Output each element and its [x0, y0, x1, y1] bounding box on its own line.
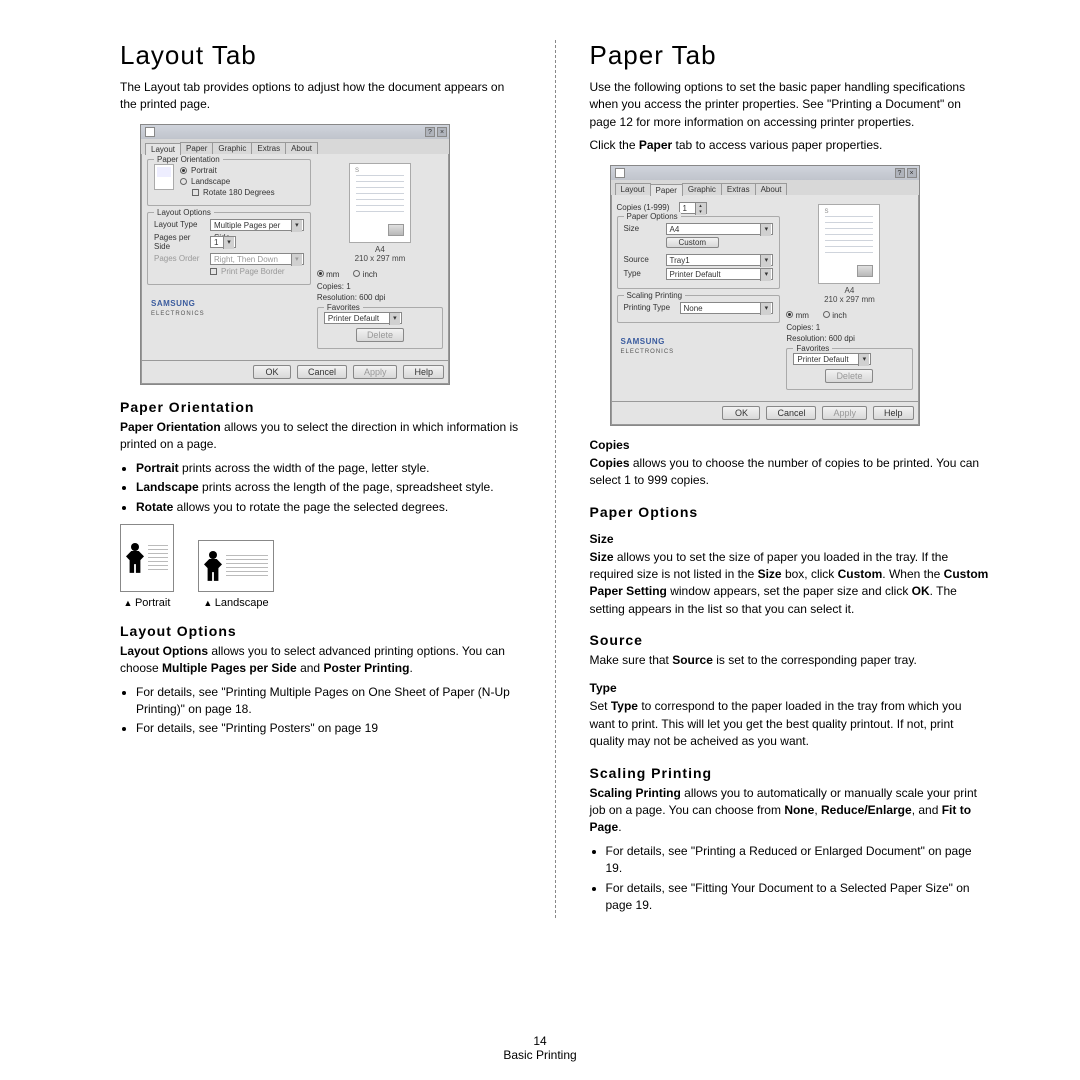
- close-icon[interactable]: ×: [907, 168, 917, 178]
- delete-button: Delete: [825, 369, 873, 383]
- portrait-preview: [120, 524, 174, 592]
- source-heading: Source: [590, 632, 991, 648]
- paper-tab-title: Paper Tab: [590, 40, 991, 71]
- dialog-doc-icon: [615, 168, 625, 178]
- scaling-detail-1: For details, see "Printing a Reduced or …: [606, 843, 991, 878]
- paper-intro: Use the following options to set the bas…: [590, 79, 991, 131]
- ok-button[interactable]: OK: [253, 365, 291, 379]
- right-column: Paper Tab Use the following options to s…: [590, 40, 991, 918]
- apply-button: Apply: [822, 406, 867, 420]
- favorites-select[interactable]: Printer Default: [324, 312, 402, 324]
- delete-button: Delete: [356, 328, 404, 342]
- tab-layout[interactable]: Layout: [615, 183, 651, 195]
- titlebar: ? ×: [611, 166, 919, 180]
- size-select[interactable]: A4: [666, 223, 774, 235]
- help-button[interactable]: Help: [403, 365, 444, 379]
- ok-button[interactable]: OK: [722, 406, 760, 420]
- dialog-doc-icon: [145, 127, 155, 137]
- type-heading: Type: [590, 681, 991, 695]
- help-button[interactable]: Help: [873, 406, 914, 420]
- orientation-portrait-bullet: Portrait prints across the width of the …: [136, 460, 521, 477]
- left-column: Layout Tab The Layout tab provides optio…: [120, 40, 521, 918]
- page-preview: S: [349, 163, 411, 243]
- size-heading: Size: [590, 532, 991, 546]
- paper-options-heading: Paper Options: [590, 504, 991, 520]
- layout-tab-title: Layout Tab: [120, 40, 521, 71]
- paper-orientation-group: Paper Orientation Portrait Landscape Rot…: [147, 159, 311, 206]
- paper-orientation-body: Paper Orientation Paper Orientation allo…: [120, 419, 521, 454]
- cancel-button[interactable]: Cancel: [297, 365, 347, 379]
- page-footer: 14 Basic Printing: [0, 1034, 1080, 1062]
- pages-per-side-select[interactable]: 1: [210, 236, 236, 248]
- landscape-preview: [198, 540, 274, 592]
- layout-detail-2: For details, see "Printing Posters" on p…: [136, 720, 521, 737]
- tab-strip: Layout Paper Graphic Extras About: [141, 139, 449, 154]
- orientation-rotate-bullet: Rotate allows you to rotate the page the…: [136, 499, 521, 516]
- tab-graphic[interactable]: Graphic: [212, 142, 252, 154]
- person-icon: [126, 543, 144, 573]
- layout-options-body: Layout Options allows you to select adva…: [120, 643, 521, 678]
- orientation-landscape-bullet: Landscape prints across the length of th…: [136, 479, 521, 496]
- layout-options-heading: Layout Options: [120, 623, 521, 639]
- print-border-checkbox: [210, 268, 217, 275]
- orientation-previews: Portrait Landscape: [120, 524, 521, 609]
- page-preview: S: [818, 204, 880, 284]
- paper-options-group: Paper Options SizeA4 Custom SourceTray1 …: [617, 216, 781, 289]
- tab-graphic[interactable]: Graphic: [682, 183, 722, 195]
- type-select[interactable]: Printer Default: [666, 268, 774, 280]
- scaling-group: Scaling Printing Printing TypeNone: [617, 295, 781, 323]
- source-select[interactable]: Tray1: [666, 254, 774, 266]
- paper-orientation-heading: Paper Orientation: [120, 399, 521, 415]
- layout-type-select[interactable]: Multiple Pages per Side: [210, 219, 304, 231]
- help-icon[interactable]: ?: [425, 127, 435, 137]
- cancel-button[interactable]: Cancel: [766, 406, 816, 420]
- person-icon: [204, 551, 222, 581]
- tab-about[interactable]: About: [755, 183, 788, 195]
- copies-input[interactable]: 1: [679, 202, 707, 214]
- titlebar: ? ×: [141, 125, 449, 139]
- samsung-logo: SAMSUNGELECTRONICS: [147, 291, 311, 317]
- layout-dialog: ? × Layout Paper Graphic Extras About Pa…: [140, 124, 450, 385]
- copies-heading: Copies: [590, 438, 991, 452]
- tab-extras[interactable]: Extras: [251, 142, 286, 154]
- custom-button[interactable]: Custom: [666, 237, 720, 248]
- close-icon[interactable]: ×: [437, 127, 447, 137]
- favorites-select[interactable]: Printer Default: [793, 353, 871, 365]
- portrait-radio[interactable]: [180, 167, 187, 174]
- tab-extras[interactable]: Extras: [721, 183, 756, 195]
- printing-type-select[interactable]: None: [680, 302, 774, 314]
- rotate-checkbox[interactable]: [192, 189, 199, 196]
- tab-paper[interactable]: Paper: [650, 184, 683, 196]
- paper-dialog: ? × Layout Paper Graphic Extras About Co…: [610, 165, 920, 426]
- scaling-heading: Scaling Printing: [590, 765, 991, 781]
- layout-intro: The Layout tab provides options to adjus…: [120, 79, 521, 114]
- samsung-logo: SAMSUNGELECTRONICS: [617, 329, 781, 355]
- layout-options-group: Layout Options Layout TypeMultiple Pages…: [147, 212, 311, 285]
- paper-click: Click the Paper tab to access various pa…: [590, 137, 991, 154]
- tab-paper[interactable]: Paper: [180, 142, 213, 154]
- pages-order-select: Right, Then Down: [210, 253, 304, 265]
- tab-layout[interactable]: Layout: [145, 143, 181, 155]
- help-icon[interactable]: ?: [895, 168, 905, 178]
- layout-detail-1: For details, see "Printing Multiple Page…: [136, 684, 521, 719]
- scaling-detail-2: For details, see "Fitting Your Document …: [606, 880, 991, 915]
- landscape-radio[interactable]: [180, 178, 187, 185]
- apply-button: Apply: [353, 365, 398, 379]
- tab-about[interactable]: About: [285, 142, 318, 154]
